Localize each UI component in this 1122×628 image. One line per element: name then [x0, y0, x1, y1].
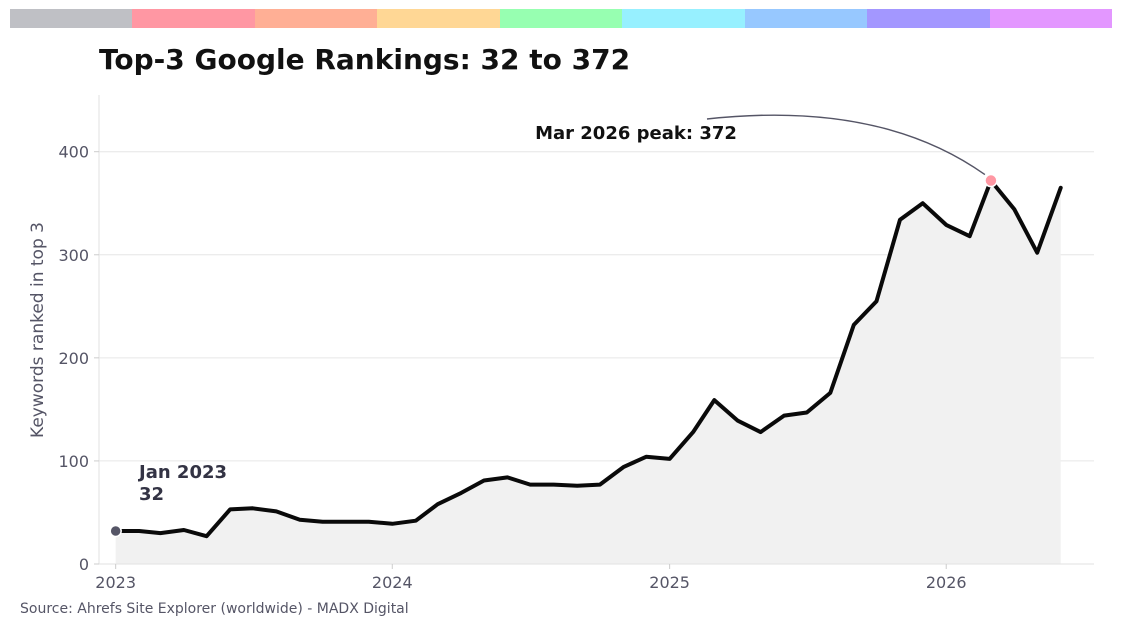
x-tick-label: 2024 [372, 573, 413, 592]
peak-annotation-label: Mar 2026 peak: 372 [535, 123, 737, 144]
rainbow-bar [10, 9, 1112, 28]
rainbow-segment [132, 9, 255, 28]
x-tick-labels: 2023 2024 2025 2026 [95, 564, 967, 592]
rainbow-segment [867, 9, 990, 28]
series-line [113, 178, 1063, 539]
y-tick-label: 200 [58, 349, 89, 368]
y-tick-label: 400 [58, 143, 89, 162]
peak-annotation-arrow [706, 114, 986, 176]
rainbow-segment [622, 9, 745, 28]
x-tick-label: 2023 [95, 573, 136, 592]
chart-title: Top-3 Google Rankings: 32 to 372 [99, 43, 631, 76]
y-axis-label: Keywords ranked in top 3 [28, 222, 48, 438]
rainbow-segment [377, 9, 500, 28]
source-note: Source: Ahrefs Site Explorer (worldwide)… [20, 601, 409, 617]
x-tick-label: 2026 [926, 573, 967, 592]
rainbow-segment [499, 9, 623, 28]
start-annotation-value: 32 [139, 484, 164, 505]
rainbow-segment [254, 9, 378, 28]
peak-point-marker [984, 173, 998, 188]
x-tick-label: 2025 [649, 573, 690, 592]
y-tick-label: 300 [58, 246, 89, 265]
y-tick-label: 100 [58, 452, 89, 471]
rainbow-segment [10, 9, 133, 28]
start-annotation-label: Jan 2023 [137, 462, 227, 483]
area-fill [115, 180, 1061, 564]
y-tick-labels: 0 100 200 300 400 [58, 143, 99, 574]
rainbow-segment [989, 9, 1112, 28]
rainbow-segment [744, 9, 868, 28]
y-tick-label: 0 [79, 555, 89, 574]
start-point-marker [109, 524, 122, 538]
